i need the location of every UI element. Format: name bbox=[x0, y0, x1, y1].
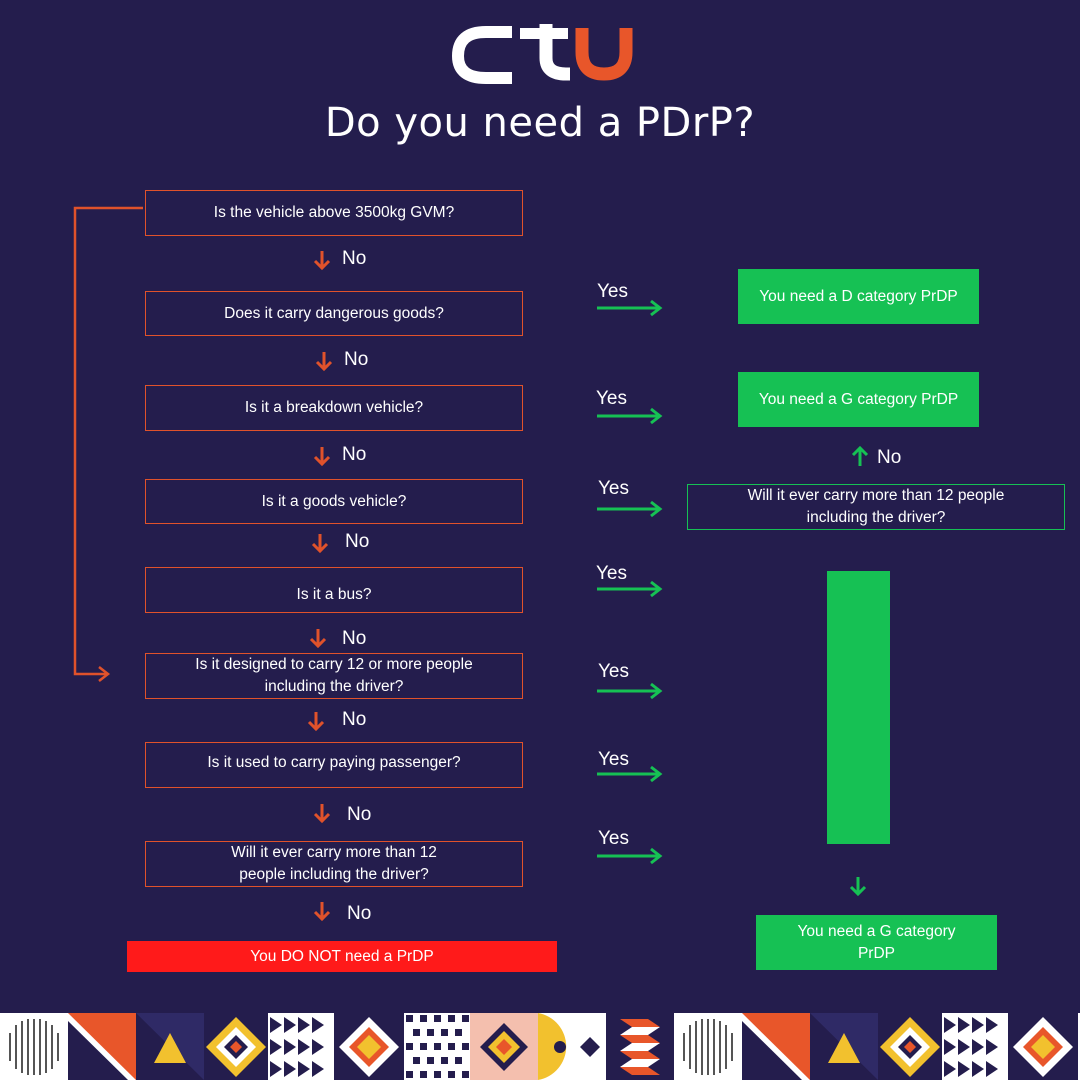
yes-label: Yes bbox=[596, 563, 627, 584]
no-label: No bbox=[877, 447, 902, 468]
yes-label: Yes bbox=[598, 478, 629, 499]
loop-arrow bbox=[73, 206, 143, 676]
decorative-pattern-strip bbox=[0, 1013, 1080, 1080]
no-label: No bbox=[345, 531, 370, 552]
yes-arrows bbox=[597, 299, 869, 897]
page-title: Do you need a PDrP? bbox=[324, 100, 756, 146]
no-label: No bbox=[347, 903, 372, 924]
result-not-needed: You DO NOT need a PrDP bbox=[127, 941, 557, 972]
no-label: No bbox=[342, 709, 367, 730]
down-arrows bbox=[307, 251, 333, 922]
yes-label: Yes bbox=[597, 281, 628, 302]
collector-bar bbox=[827, 571, 890, 844]
no-label: No bbox=[342, 444, 367, 465]
no-label: No bbox=[342, 628, 367, 649]
yes-label: Yes bbox=[596, 388, 627, 409]
ctu-logo bbox=[451, 24, 633, 84]
yes-label: Yes bbox=[598, 661, 629, 682]
no-label: No bbox=[347, 804, 372, 825]
side-question-more-than-12: Will it ever carry more than 12 people i… bbox=[687, 484, 1065, 530]
no-label: No bbox=[342, 248, 367, 269]
question-goods-vehicle: Is it a goods vehicle? bbox=[145, 479, 523, 524]
result-d-category: You need a D category PrDP bbox=[738, 269, 979, 324]
yes-label: Yes bbox=[598, 828, 629, 849]
question-more-than-12: Will it ever carry more than 12 people i… bbox=[145, 841, 523, 887]
flow-arrows bbox=[73, 206, 869, 922]
no-label: No bbox=[344, 349, 369, 370]
question-dangerous-goods: Does it carry dangerous goods? bbox=[145, 291, 523, 336]
question-designed-12: Is it designed to carry 12 or more peopl… bbox=[145, 653, 523, 699]
question-breakdown: Is it a breakdown vehicle? bbox=[145, 385, 523, 431]
question-bus: Is it a bus? bbox=[145, 567, 523, 613]
result-g-category-top: You need a G category PrDP bbox=[738, 372, 979, 427]
result-g-category-bottom: You need a G category PrDP bbox=[756, 915, 997, 970]
question-paying-passenger: Is it used to carry paying passenger? bbox=[145, 742, 523, 788]
question-gvm: Is the vehicle above 3500kg GVM? bbox=[145, 190, 523, 236]
yes-label: Yes bbox=[598, 749, 629, 770]
